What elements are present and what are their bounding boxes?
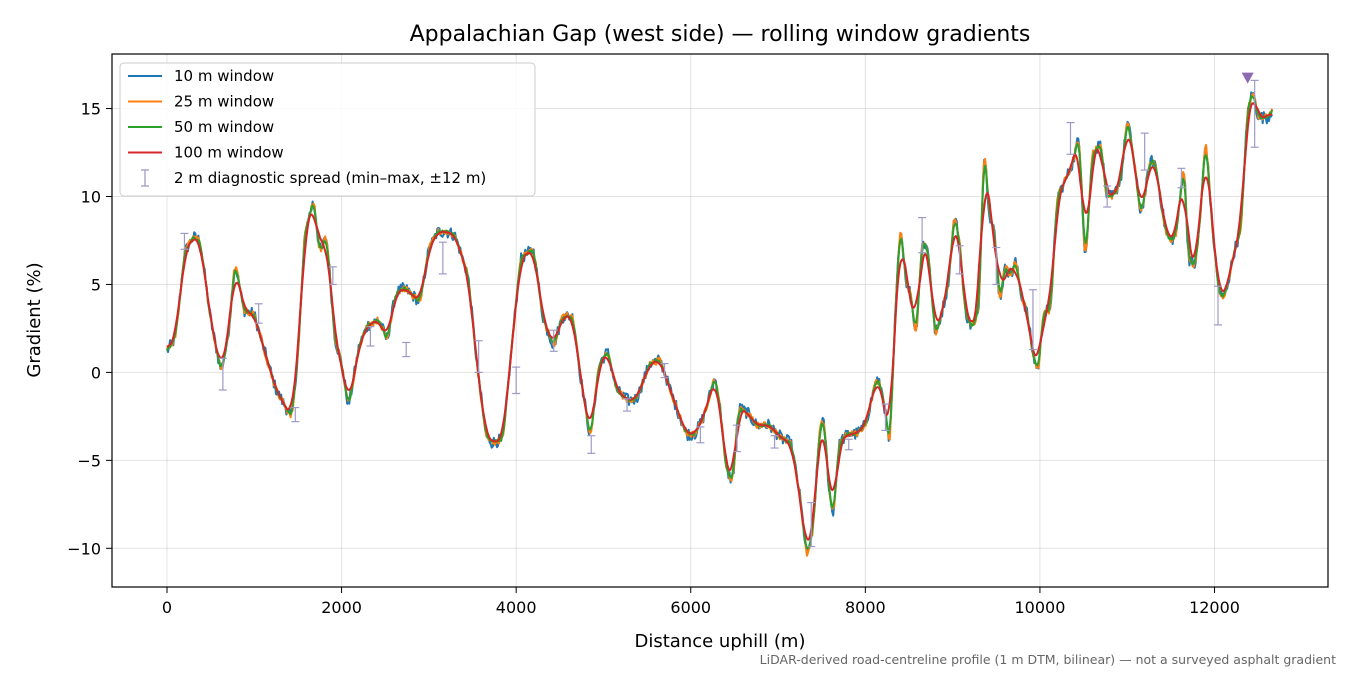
error-bar <box>733 424 742 453</box>
legend-label: 50 m window <box>174 118 274 136</box>
y-tick-label: −5 <box>77 451 101 470</box>
x-tick-label: 0 <box>162 598 172 617</box>
error-bar <box>918 216 927 254</box>
x-tick-label: 2000 <box>321 598 362 617</box>
y-tick-label: 10 <box>81 187 101 206</box>
legend-label: 2 m diagnostic spread (min–max, ±12 m) <box>174 169 486 187</box>
error-bar <box>218 357 227 391</box>
error-bar <box>180 232 189 250</box>
error-bar <box>291 406 300 423</box>
error-bar <box>366 326 375 347</box>
error-bars <box>180 79 1259 548</box>
x-tick-label: 8000 <box>845 598 886 617</box>
x-axis-label: Distance uphill (m) <box>635 631 806 652</box>
x-tick-label: 10000 <box>1014 598 1065 617</box>
error-bar <box>770 435 779 449</box>
footnote: LiDAR-derived road-centreline profile (1… <box>760 652 1336 667</box>
series-lines <box>166 91 1274 557</box>
error-bar <box>1214 285 1223 326</box>
error-bar <box>696 426 705 444</box>
error-bar <box>992 246 1001 286</box>
legend-label: 25 m window <box>174 93 274 111</box>
peak-marker <box>1241 72 1254 84</box>
x-tick-label: 12000 <box>1189 598 1240 617</box>
legend-items: 10 m window 25 m window 50 m window 100 m w… <box>128 67 486 187</box>
legend: 10 m window 25 m window 50 m window 100 m w… <box>119 62 536 197</box>
y-tick-label: 15 <box>81 100 101 119</box>
x-axis-ticks: 0 2000 4000 6000 8000 10000 12000 <box>162 587 1240 617</box>
error-bar <box>1250 79 1259 148</box>
error-bar <box>328 266 337 286</box>
error-bar <box>660 362 669 379</box>
y-tick-label: 0 <box>91 363 101 382</box>
error-bar <box>1103 185 1112 208</box>
legend-label: 100 m window <box>174 144 284 162</box>
series-line-100m <box>166 102 1273 541</box>
error-bar <box>1066 122 1075 155</box>
plot-frame <box>111 53 1329 588</box>
x-tick-label: 4000 <box>496 598 537 617</box>
error-bar <box>1140 132 1149 171</box>
chart-title: Appalachian Gap (west side) — rolling wi… <box>410 22 1031 47</box>
error-bar <box>549 329 558 352</box>
error-bar <box>1028 289 1037 351</box>
legend-box <box>119 62 536 197</box>
error-bar <box>254 303 263 324</box>
error-bar <box>807 501 816 548</box>
error-bar <box>1177 167 1186 189</box>
error-bar <box>844 438 853 451</box>
error-bar <box>587 435 596 454</box>
y-axis-ticks: −10 −5 0 5 10 15 <box>67 100 112 558</box>
y-tick-label: 5 <box>91 275 101 294</box>
y-axis-label: Gradient (%) <box>24 262 45 377</box>
y-tick-label: −10 <box>67 539 101 558</box>
error-bar <box>474 340 483 373</box>
error-bar <box>438 241 447 275</box>
peak-markers <box>1241 72 1254 84</box>
error-bar <box>623 398 632 412</box>
error-bar <box>402 341 411 358</box>
error-bar <box>881 403 890 432</box>
x-tick-label: 6000 <box>670 598 711 617</box>
error-bar <box>955 245 964 275</box>
error-bar <box>512 366 521 395</box>
legend-label: 10 m window <box>174 67 274 85</box>
